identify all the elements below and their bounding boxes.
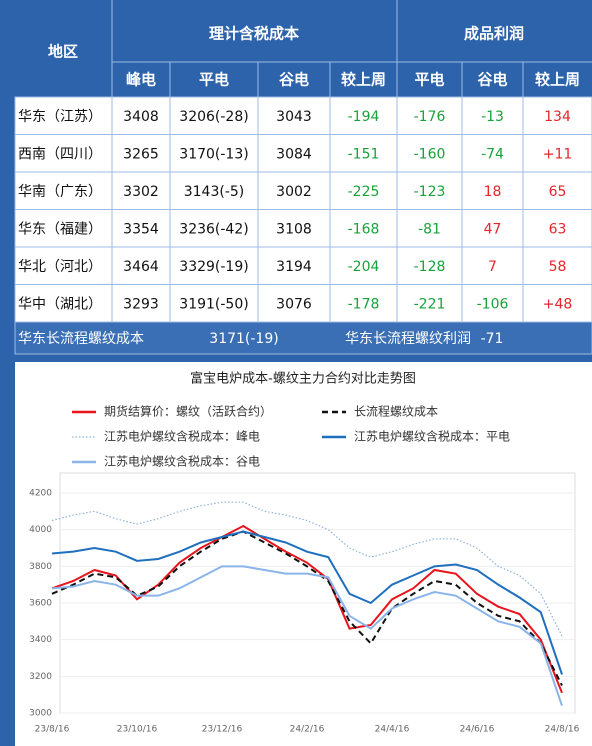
cell: 18 (484, 184, 502, 200)
cell: 7 (488, 259, 497, 275)
footer-cell: -71 (481, 331, 504, 347)
cell: -178 (348, 296, 380, 312)
cell: +11 (543, 146, 573, 162)
group-header: 成品利润 (464, 25, 524, 43)
legend-label: 江苏电炉螺纹含税成本：谷电 (104, 454, 260, 469)
cell: -74 (481, 146, 504, 162)
header-bg (15, 0, 592, 97)
sub-header: 较上周 (535, 71, 580, 89)
cell: 3170(-13) (179, 146, 248, 162)
cell: 3108 (276, 221, 312, 237)
cell: -151 (348, 146, 380, 162)
cell: 3076 (276, 296, 312, 312)
y-tick-label: 4200 (29, 489, 52, 499)
cell: 3191(-50) (179, 296, 248, 312)
cell: 3143(-5) (184, 184, 245, 200)
cell: 华北（河北） (18, 259, 102, 275)
x-tick-label: 23/12/16 (202, 725, 243, 735)
cell: 3236(-42) (179, 221, 248, 237)
series-line (51, 524, 563, 694)
cell: 3302 (123, 184, 159, 200)
chart-title: 富宝电炉成本-螺纹主力合约对比走势图 (190, 371, 416, 387)
cell: 3002 (276, 184, 312, 200)
series-line (51, 565, 563, 706)
cell: -123 (414, 184, 446, 200)
x-tick-label: 24/4/16 (375, 725, 410, 735)
cell: 3265 (123, 146, 159, 162)
cell: -128 (414, 259, 446, 275)
row-bg (14, 284, 592, 323)
cell: 3293 (123, 296, 159, 312)
group-header: 理计含税成本 (209, 25, 299, 43)
x-tick-label: 24/2/16 (290, 725, 325, 735)
cell: 65 (549, 184, 567, 200)
sub-header: 平电 (414, 71, 444, 89)
cell: 华中（湖北） (18, 296, 102, 312)
sub-header: 峰电 (126, 71, 156, 89)
cell: 华南（广东） (18, 184, 102, 200)
y-tick-label: 3000 (29, 709, 52, 719)
chart-panel (15, 362, 592, 746)
cell: 134 (544, 109, 571, 125)
footer-cell: 华东长流程螺纹成本 (18, 331, 144, 347)
cell: -221 (414, 296, 446, 312)
cell: -81 (418, 221, 441, 237)
cell: 3354 (123, 221, 159, 237)
cell: -13 (481, 109, 504, 125)
row-bg (14, 209, 592, 248)
cell: 3408 (123, 109, 159, 125)
cell: -204 (348, 259, 380, 275)
y-tick-label: 3600 (29, 599, 52, 609)
cell: +48 (543, 296, 573, 312)
footer-bg (14, 321, 592, 355)
cell: 3194 (276, 259, 312, 275)
y-tick-label: 3200 (29, 672, 52, 682)
y-tick-label: 3800 (29, 562, 52, 572)
cell: 3464 (123, 259, 159, 275)
cell: 华东（福建） (18, 221, 102, 237)
series-line (51, 501, 563, 637)
cell: -194 (348, 109, 380, 125)
cell: -225 (348, 184, 380, 200)
x-tick-label: 24/8/16 (545, 725, 580, 735)
cell: 47 (484, 221, 502, 237)
legend-label: 江苏电炉螺纹含税成本：平电 (354, 429, 510, 444)
cell: 3329(-19) (179, 259, 248, 275)
cell: 3084 (276, 146, 312, 162)
y-tick-label: 4000 (29, 525, 52, 535)
footer-cell: 3171(-19) (209, 331, 278, 347)
legend-label: 江苏电炉螺纹含税成本：峰电 (104, 429, 260, 444)
sub-header: 较上周 (341, 71, 386, 89)
sub-header: 谷电 (279, 71, 309, 89)
group-header: 地区 (48, 43, 78, 61)
cell: -106 (477, 296, 509, 312)
cell: 3043 (276, 109, 312, 125)
sub-header: 谷电 (477, 71, 507, 89)
cell: 华东（江苏） (18, 109, 102, 125)
cell: 西南（四川） (18, 146, 102, 162)
y-tick-label: 3400 (29, 635, 52, 645)
footer-cell: 华东长流程螺纹利润 (345, 331, 471, 347)
x-tick-label: 24/6/16 (460, 725, 495, 735)
cell: -168 (348, 221, 380, 237)
cell: 63 (549, 221, 567, 237)
cell: 3206(-28) (179, 109, 248, 125)
row-bg (14, 96, 592, 135)
series-line (51, 530, 563, 675)
cell: 58 (549, 259, 567, 275)
series-line (51, 530, 563, 686)
x-tick-label: 23/8/16 (35, 725, 70, 735)
legend-label: 长流程螺纹成本 (354, 404, 438, 419)
x-tick-label: 23/10/16 (117, 725, 158, 735)
row-bg (14, 134, 592, 173)
sub-header: 平电 (199, 71, 229, 89)
cell: -160 (414, 146, 446, 162)
row-bg (14, 246, 592, 285)
cell: -176 (414, 109, 446, 125)
legend-label: 期货结算价：螺纹（活跃合约） (104, 404, 272, 419)
